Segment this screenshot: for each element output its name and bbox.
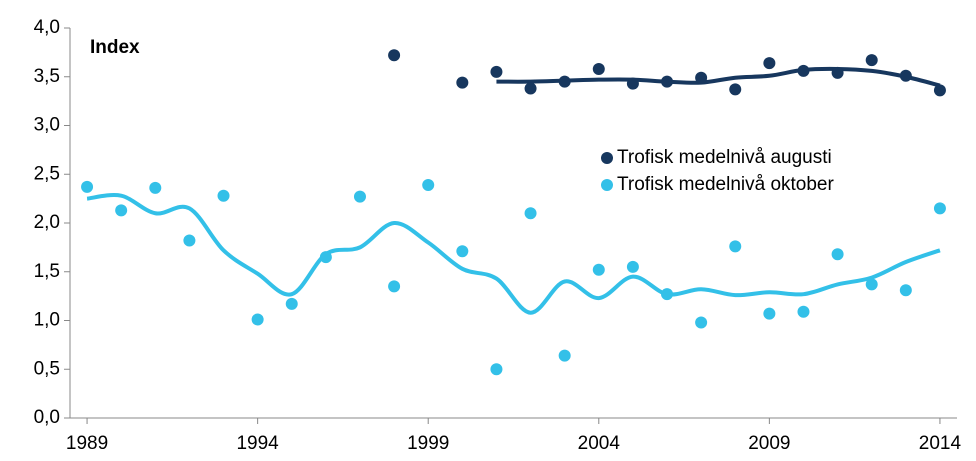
data-point: [490, 65, 503, 78]
trend-line: [86, 193, 941, 315]
x-tick-label: 2009: [748, 433, 790, 454]
data-point: [422, 178, 435, 191]
legend-marker: [601, 152, 613, 164]
data-point: [524, 207, 537, 220]
data-point: [661, 288, 674, 301]
data-point: [251, 313, 264, 326]
data-point: [626, 77, 639, 90]
data-point: [490, 363, 503, 376]
data-point: [183, 234, 196, 247]
data-point: [592, 62, 605, 75]
data-point: [695, 316, 708, 329]
x-tick-label: 2004: [578, 433, 621, 454]
x-tick-label: 1994: [236, 433, 279, 454]
data-point: [695, 71, 708, 84]
data-point: [797, 64, 810, 77]
legend-label: Trofisk medelnivå augusti: [617, 147, 832, 168]
data-point: [456, 245, 469, 258]
data-point: [353, 190, 366, 203]
data-point: [899, 284, 912, 297]
data-point: [763, 307, 776, 320]
data-point: [729, 240, 742, 253]
data-point: [763, 57, 776, 70]
data-point: [524, 82, 537, 95]
data-point: [285, 297, 298, 310]
y-tick-label: 2,5: [34, 163, 60, 184]
data-point: [933, 84, 946, 97]
y-tick-label: 1,0: [34, 310, 60, 331]
y-tick-label: 0,0: [34, 407, 60, 428]
data-point: [661, 75, 674, 88]
data-point: [933, 202, 946, 215]
y-tick-label: 3,5: [34, 66, 60, 87]
x-tick-label: 1999: [407, 433, 449, 454]
data-point: [115, 204, 128, 217]
data-point: [865, 54, 878, 67]
data-point: [729, 83, 742, 96]
x-tick-label: 1989: [66, 433, 108, 454]
data-point: [831, 248, 844, 261]
data-point: [558, 75, 571, 88]
legend-label: Trofisk medelnivå oktober: [617, 174, 835, 195]
data-point: [319, 251, 332, 264]
data-point: [81, 180, 94, 193]
data-point: [865, 278, 878, 291]
y-tick-label: 1,5: [34, 261, 60, 282]
legend-marker: [601, 179, 613, 191]
x-tick-label: 2014: [919, 433, 962, 454]
data-point: [797, 305, 810, 318]
y-axis-label: Index: [90, 37, 140, 58]
data-point: [899, 69, 912, 82]
data-point: [558, 349, 571, 362]
data-point: [149, 181, 162, 194]
data-point: [388, 49, 401, 62]
data-point: [626, 260, 639, 273]
y-tick-label: 4,0: [34, 17, 60, 38]
y-tick-label: 3,0: [34, 115, 60, 136]
data-point: [456, 76, 469, 89]
data-point: [217, 189, 230, 202]
data-point: [592, 263, 605, 276]
data-point: [831, 66, 844, 79]
data-point: [388, 280, 401, 293]
y-tick-label: 0,5: [34, 358, 60, 379]
y-tick-label: 2,0: [34, 212, 60, 233]
